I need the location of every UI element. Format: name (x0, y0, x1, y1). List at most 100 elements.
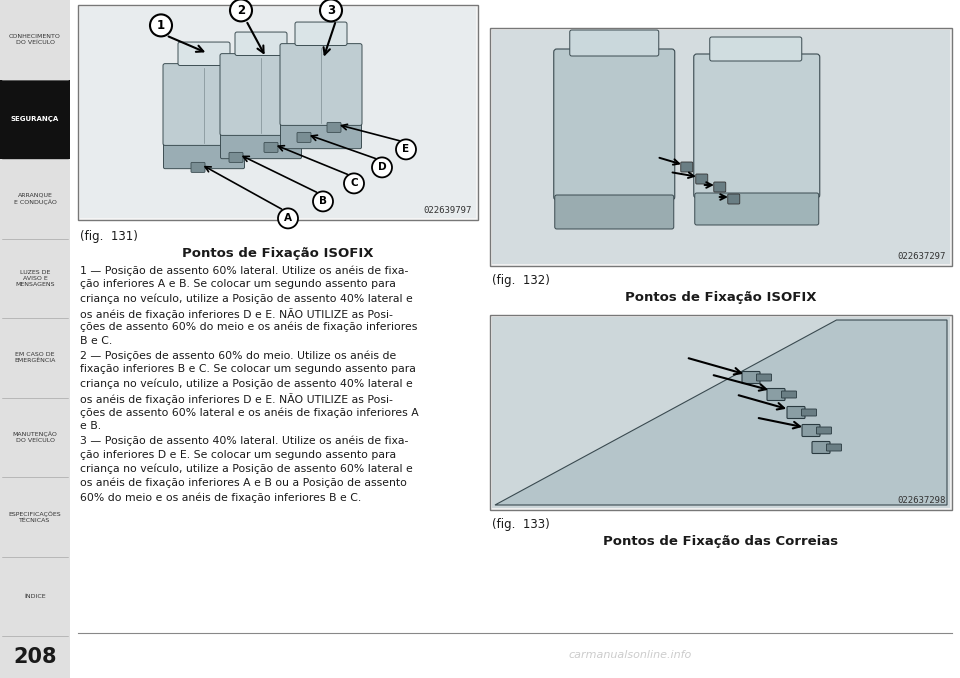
FancyBboxPatch shape (713, 182, 726, 192)
Text: EM CASO DE
EMERGÊNCIA: EM CASO DE EMERGÊNCIA (14, 353, 56, 363)
FancyBboxPatch shape (802, 409, 817, 416)
FancyBboxPatch shape (570, 30, 659, 56)
FancyBboxPatch shape (221, 132, 301, 159)
FancyBboxPatch shape (178, 42, 230, 66)
Text: 3: 3 (327, 4, 335, 17)
Text: D: D (377, 163, 386, 172)
Bar (0, 239, 70, 318)
FancyBboxPatch shape (756, 374, 772, 381)
Text: criança no veículo, utilize a Posição de assento 60% lateral e: criança no veículo, utilize a Posição de… (80, 464, 413, 475)
Text: Pontos de Fixação das Correias: Pontos de Fixação das Correias (604, 535, 839, 548)
Circle shape (230, 0, 252, 22)
Bar (0, 636, 70, 678)
FancyBboxPatch shape (695, 193, 819, 225)
Bar (78, 5, 478, 220)
Text: Pontos de Fixação ISOFIX: Pontos de Fixação ISOFIX (182, 247, 373, 260)
FancyBboxPatch shape (728, 194, 740, 204)
FancyBboxPatch shape (817, 427, 831, 434)
Text: 1: 1 (156, 19, 165, 32)
Circle shape (320, 0, 342, 22)
Text: ESPECIFICAÇÕES
TÉCNICAS: ESPECIFICAÇÕES TÉCNICAS (9, 511, 61, 523)
Bar (0, 159, 70, 239)
Text: criança no veículo, utilize a Posição de assento 40% lateral e: criança no veículo, utilize a Posição de… (80, 294, 413, 304)
Text: B e C.: B e C. (80, 336, 112, 346)
FancyBboxPatch shape (742, 372, 760, 384)
FancyBboxPatch shape (163, 64, 245, 145)
Text: 022637297: 022637297 (898, 252, 946, 261)
Text: LUZES DE
AVISO E
MENSAGENS: LUZES DE AVISO E MENSAGENS (15, 270, 55, 287)
FancyBboxPatch shape (220, 54, 302, 136)
Text: 2 — Posições de assento 60% do meio. Utilize os anéis de: 2 — Posições de assento 60% do meio. Uti… (80, 351, 396, 361)
Text: e B.: e B. (80, 421, 101, 431)
Bar (0, 557, 70, 636)
Text: Pontos de Fixação ISOFIX: Pontos de Fixação ISOFIX (625, 291, 817, 304)
Bar (0, 477, 70, 557)
Text: ção inferiores A e B. Se colocar um segundo assento para: ção inferiores A e B. Se colocar um segu… (80, 279, 396, 290)
FancyBboxPatch shape (812, 441, 830, 454)
Bar (490, 315, 952, 510)
Bar (492, 30, 950, 264)
Text: MANUTENÇÃO
DO VEÍCULO: MANUTENÇÃO DO VEÍCULO (12, 431, 58, 443)
Text: carmanualsonline.info: carmanualsonline.info (568, 650, 691, 660)
FancyBboxPatch shape (696, 174, 708, 184)
FancyBboxPatch shape (235, 32, 287, 56)
Text: (fig.  131): (fig. 131) (80, 230, 138, 243)
Text: 208: 208 (13, 647, 57, 667)
FancyBboxPatch shape (264, 142, 278, 153)
FancyBboxPatch shape (767, 388, 785, 401)
FancyBboxPatch shape (694, 54, 820, 198)
Text: os anéis de fixação inferiores D e E. NÃO UTILIZE as Posi-: os anéis de fixação inferiores D e E. NÃ… (80, 308, 393, 319)
Text: 2: 2 (237, 4, 245, 17)
Text: ÍNDICE: ÍNDICE (24, 594, 46, 599)
Circle shape (396, 140, 416, 159)
Text: E: E (402, 144, 410, 155)
Text: SEGURANÇA: SEGURANÇA (11, 116, 60, 122)
Text: A: A (284, 214, 292, 223)
Text: 022639797: 022639797 (423, 206, 472, 215)
Text: 3 — Posição de assento 40% lateral. Utilize os anéis de fixa-: 3 — Posição de assento 40% lateral. Util… (80, 435, 408, 446)
Text: ção inferiores D e E. Se colocar um segundo assento para: ção inferiores D e E. Se colocar um segu… (80, 450, 396, 460)
Text: ções de assento 60% do meio e os anéis de fixação inferiores: ções de assento 60% do meio e os anéis d… (80, 322, 418, 332)
FancyBboxPatch shape (787, 407, 805, 418)
Text: B: B (319, 197, 327, 206)
FancyBboxPatch shape (297, 132, 311, 142)
Text: 022637298: 022637298 (898, 496, 946, 505)
Text: ções de assento 60% lateral e os anéis de fixação inferiores A: ções de assento 60% lateral e os anéis d… (80, 407, 419, 418)
Circle shape (313, 191, 333, 212)
Bar (0, 397, 70, 477)
Text: C: C (350, 178, 358, 188)
FancyBboxPatch shape (802, 424, 820, 437)
FancyBboxPatch shape (280, 43, 362, 125)
Bar (0, 0, 70, 79)
FancyBboxPatch shape (681, 162, 693, 172)
Text: 60% do meio e os anéis de fixação inferiores B e C.: 60% do meio e os anéis de fixação inferi… (80, 492, 361, 502)
Text: fixação inferiores B e C. Se colocar um segundo assento para: fixação inferiores B e C. Se colocar um … (80, 364, 416, 374)
Bar (490, 28, 952, 266)
Bar (0, 79, 70, 159)
FancyBboxPatch shape (163, 142, 245, 169)
Text: (fig.  133): (fig. 133) (492, 518, 550, 531)
FancyBboxPatch shape (781, 391, 797, 398)
Text: CONHECIMENTO
DO VEÍCULO: CONHECIMENTO DO VEÍCULO (9, 35, 60, 45)
FancyBboxPatch shape (827, 444, 842, 451)
FancyBboxPatch shape (280, 122, 362, 148)
Text: 1 — Posição de assento 60% lateral. Utilize os anéis de fixa-: 1 — Posição de assento 60% lateral. Util… (80, 265, 408, 275)
Text: (fig.  132): (fig. 132) (492, 274, 550, 287)
Text: os anéis de fixação inferiores A e B ou a Posição de assento: os anéis de fixação inferiores A e B ou … (80, 478, 407, 489)
Text: ARRANQUE
E CONDUÇÃO: ARRANQUE E CONDUÇÃO (13, 193, 57, 205)
FancyBboxPatch shape (327, 123, 341, 132)
FancyBboxPatch shape (229, 153, 243, 163)
Polygon shape (495, 320, 947, 505)
Circle shape (344, 174, 364, 193)
FancyBboxPatch shape (554, 49, 675, 200)
Bar (0, 318, 70, 397)
Bar (80, 7, 476, 218)
Bar (492, 317, 950, 508)
Circle shape (278, 208, 298, 228)
FancyBboxPatch shape (295, 22, 347, 45)
Circle shape (150, 14, 172, 37)
Circle shape (372, 157, 392, 178)
FancyBboxPatch shape (191, 163, 205, 172)
FancyBboxPatch shape (555, 195, 674, 229)
Text: os anéis de fixação inferiores D e E. NÃO UTILIZE as Posi-: os anéis de fixação inferiores D e E. NÃ… (80, 393, 393, 405)
